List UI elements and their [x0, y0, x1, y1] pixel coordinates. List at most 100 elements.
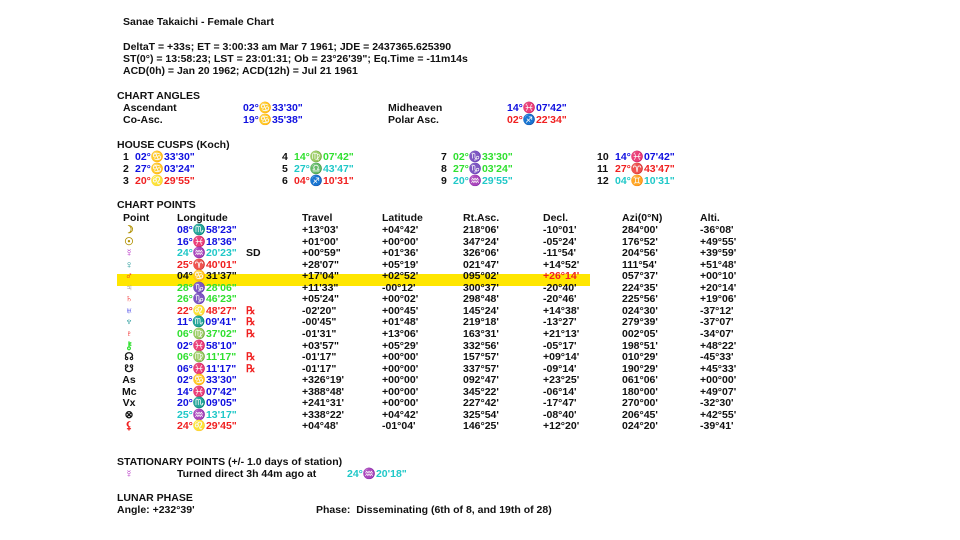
latitude: +00°02'	[382, 293, 419, 306]
travel: -01'17"	[302, 351, 337, 364]
house-number: 9	[441, 175, 447, 187]
right-ascension: 347°24'	[463, 235, 499, 248]
azimuth: 270°00'	[622, 397, 658, 410]
mercury-icon: ☿	[125, 468, 133, 480]
latitude: -00°12'	[382, 281, 416, 294]
travel: +03'57"	[302, 339, 339, 352]
chart-points-heading: CHART POINTS	[117, 199, 196, 211]
longitude: 24°♒20'23"	[177, 247, 237, 260]
column-header: Point	[123, 212, 150, 224]
altitude: +51°48'	[700, 258, 737, 271]
declination: -13°27'	[543, 316, 577, 329]
info-line: DeltaT = +33s; ET = 3:00:33 am Mar 7 196…	[123, 41, 452, 53]
travel: +00°59"	[302, 247, 341, 260]
planet-glyph-icon: ♃	[125, 281, 133, 294]
right-ascension: 021°47'	[463, 258, 499, 271]
altitude: -36°08'	[700, 224, 734, 236]
retrograde-icon: ℞	[246, 304, 256, 317]
planet-glyph-icon: ♆	[125, 316, 133, 329]
travel: +01°00'	[302, 235, 339, 248]
declination: -10°01'	[543, 224, 577, 236]
travel: +13°03'	[302, 224, 339, 236]
column-header: Travel	[302, 212, 333, 224]
longitude: 08°♏58'23"	[177, 224, 237, 236]
house-number: 5	[282, 163, 288, 175]
station-direct-flag: SD	[246, 247, 261, 260]
angle-label: Ascendant	[123, 102, 177, 114]
altitude: +39°59'	[700, 247, 737, 260]
house-cusp-value: 02°♋33'30"	[135, 151, 195, 163]
right-ascension: 145°24'	[463, 304, 499, 317]
planet-glyph-icon: ⚷	[125, 339, 133, 352]
altitude: +42°55'	[700, 408, 737, 421]
latitude: +05°29'	[382, 339, 419, 352]
house-number: 10	[597, 151, 609, 163]
chart-title: Sanae Takaichi - Female Chart	[123, 16, 274, 28]
declination: -06°14'	[543, 385, 577, 398]
planet-glyph-icon: ⚸	[125, 420, 133, 433]
right-ascension: 092°47'	[463, 374, 499, 387]
house-number: 12	[597, 175, 609, 187]
latitude: +00°45'	[382, 304, 419, 317]
longitude: 04°♋31'37"	[177, 270, 237, 283]
planet-glyph-icon: ♇	[125, 327, 133, 340]
azimuth: 180°00'	[622, 385, 658, 398]
travel: +17'04"	[302, 270, 339, 283]
azimuth: 057°37'	[622, 270, 658, 283]
latitude: +04°42'	[382, 408, 419, 421]
azimuth: 010°29'	[622, 351, 658, 364]
travel: +241°31'	[302, 397, 345, 410]
azimuth: 111°54'	[622, 258, 657, 271]
travel: +05'24"	[302, 293, 339, 306]
altitude: +19°06'	[700, 293, 737, 306]
column-header: Azi(0°N)	[622, 212, 663, 224]
altitude: +49°07'	[700, 385, 737, 398]
declination: -11°54'	[543, 247, 576, 260]
stationary-heading: STATIONARY POINTS (+/- 1.0 days of stati…	[117, 456, 343, 468]
house-cusp-value: 14°♓07'42"	[615, 151, 675, 163]
travel: +28'07"	[302, 258, 339, 271]
declination: +21°13'	[543, 327, 580, 340]
house-cusp-value: 27°♈43'47"	[615, 163, 675, 175]
right-ascension: 332°56'	[463, 339, 499, 352]
right-ascension: 157°57'	[463, 351, 499, 364]
longitude: 02°♋33'30"	[177, 374, 237, 387]
column-header: Latitude	[382, 212, 423, 224]
right-ascension: 345°22'	[463, 385, 499, 398]
travel: +326°19'	[302, 374, 345, 387]
altitude: +20°14'	[700, 281, 737, 294]
house-number: 1	[123, 151, 129, 163]
azimuth: 198°51'	[622, 339, 658, 352]
column-header: Longitude	[177, 212, 228, 224]
right-ascension: 300°37'	[463, 281, 499, 294]
angle-value: 19°♋35'38"	[243, 114, 303, 126]
latitude: +00°00'	[382, 385, 419, 398]
azimuth: 002°05'	[622, 327, 658, 340]
house-cusp-value: 04°♐10'31"	[294, 175, 354, 187]
longitude: 11°♏09'41"	[177, 316, 237, 329]
longitude: 16°♓18'36"	[177, 235, 237, 248]
latitude: +05°19'	[382, 258, 419, 271]
latitude: +00°00'	[382, 362, 419, 375]
altitude: -37°12'	[700, 304, 734, 317]
azimuth: 176°52'	[622, 235, 658, 248]
longitude: 25°♈40'01"	[177, 258, 237, 271]
house-cusp-value: 20°♒29'55"	[453, 175, 513, 187]
latitude: +13°06'	[382, 327, 419, 340]
house-cusp-value: 20°♌29'55"	[135, 175, 195, 187]
right-ascension: 325°54'	[463, 408, 499, 421]
altitude: -39°41'	[700, 420, 734, 433]
declination: +23°25'	[543, 374, 580, 387]
planet-glyph-icon: ♂	[125, 270, 133, 283]
declination: +12°20'	[543, 420, 580, 433]
declination: -05°17'	[543, 339, 577, 352]
house-number: 6	[282, 175, 288, 187]
declination: -17°47'	[543, 397, 577, 410]
planet-glyph-icon: ☉	[124, 235, 134, 248]
planet-glyph-icon: ☽	[124, 224, 134, 236]
stationary-value: 24°♒20'18"	[347, 468, 407, 480]
latitude: +01°48'	[382, 316, 419, 329]
retrograde-icon: ℞	[246, 327, 256, 340]
declination: +14°38'	[543, 304, 580, 317]
